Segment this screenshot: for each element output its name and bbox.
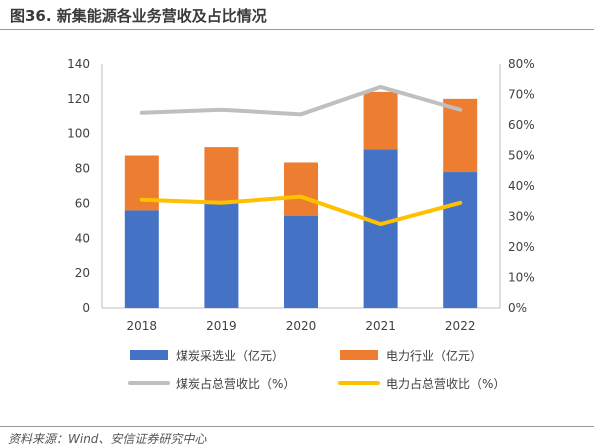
legend-label: 电力占总营收比（%） — [386, 376, 505, 391]
source-note: 资料来源：Wind、安信证券研究中心 — [8, 432, 207, 446]
x-tick-label: 2022 — [445, 319, 476, 333]
left-tick-label: 60 — [75, 196, 90, 210]
legend-swatch — [130, 350, 168, 360]
left-tick-label: 140 — [67, 57, 90, 71]
legend-label: 煤炭采选业（亿元） — [176, 348, 284, 363]
right-tick-label: 10% — [508, 271, 535, 285]
legend: 煤炭采选业（亿元） 电力行业（亿元） 煤炭占总营收比（%） 电力占总营收比（%） — [128, 348, 505, 391]
source-divider — [0, 426, 594, 427]
left-tick-label: 100 — [67, 127, 90, 141]
x-tick-label: 2018 — [127, 319, 158, 333]
tick-labels: 0 20 40 60 80 100 120 140 0% 10% 20% 30% 40% 50% 60% 70… — [67, 57, 535, 333]
left-tick-label: 0 — [82, 301, 90, 315]
line-coal-share — [139, 84, 463, 117]
right-tick-label: 80% — [508, 57, 535, 71]
right-tick-label: 0% — [508, 301, 527, 315]
right-tick-label: 30% — [508, 210, 535, 224]
left-tick-label: 80 — [75, 162, 90, 176]
bar-coal — [363, 149, 398, 308]
right-tick-label: 40% — [508, 179, 535, 193]
figure-title: 图36. 新集能源各业务营收及占比情况 — [10, 7, 267, 25]
legend-label: 煤炭占总营收比（%） — [176, 376, 295, 391]
bar-coal — [284, 215, 318, 308]
left-tick-label: 120 — [67, 92, 90, 106]
right-tick-label: 20% — [508, 240, 535, 254]
left-tick-label: 20 — [75, 266, 90, 280]
x-tick-label: 2020 — [286, 319, 317, 333]
left-tick-label: 40 — [75, 231, 90, 245]
lines — [139, 84, 463, 227]
bar-coal — [204, 203, 239, 308]
bar-coal — [443, 172, 478, 308]
right-tick-label: 60% — [508, 118, 535, 132]
bar-coal — [124, 210, 159, 308]
bar-power — [204, 147, 239, 204]
x-tick-label: 2021 — [365, 319, 396, 333]
bar-power — [363, 91, 398, 150]
right-tick-label: 70% — [508, 88, 535, 102]
legend-label: 电力行业（亿元） — [386, 348, 482, 363]
line-power-share — [139, 194, 463, 227]
title-divider — [0, 29, 594, 30]
legend-swatch — [340, 350, 378, 360]
right-tick-label: 50% — [508, 149, 535, 163]
bar-power — [284, 162, 318, 216]
x-tick-label: 2019 — [206, 319, 237, 333]
